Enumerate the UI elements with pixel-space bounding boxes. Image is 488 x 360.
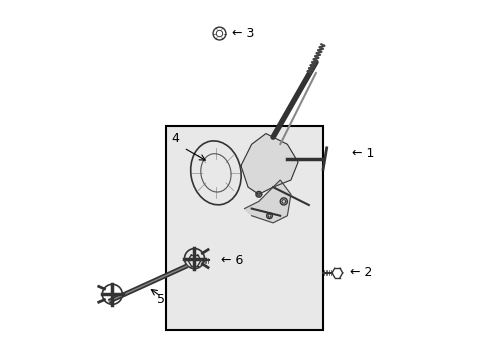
Text: ← 6: ← 6 xyxy=(221,254,243,267)
Bar xyxy=(165,126,323,330)
Text: ← 3: ← 3 xyxy=(231,27,254,40)
Polygon shape xyxy=(244,180,290,223)
Text: 5: 5 xyxy=(156,293,164,306)
Polygon shape xyxy=(241,134,298,194)
Text: ← 2: ← 2 xyxy=(349,266,371,279)
Text: ← 1: ← 1 xyxy=(351,147,373,160)
Text: 4: 4 xyxy=(170,132,179,145)
